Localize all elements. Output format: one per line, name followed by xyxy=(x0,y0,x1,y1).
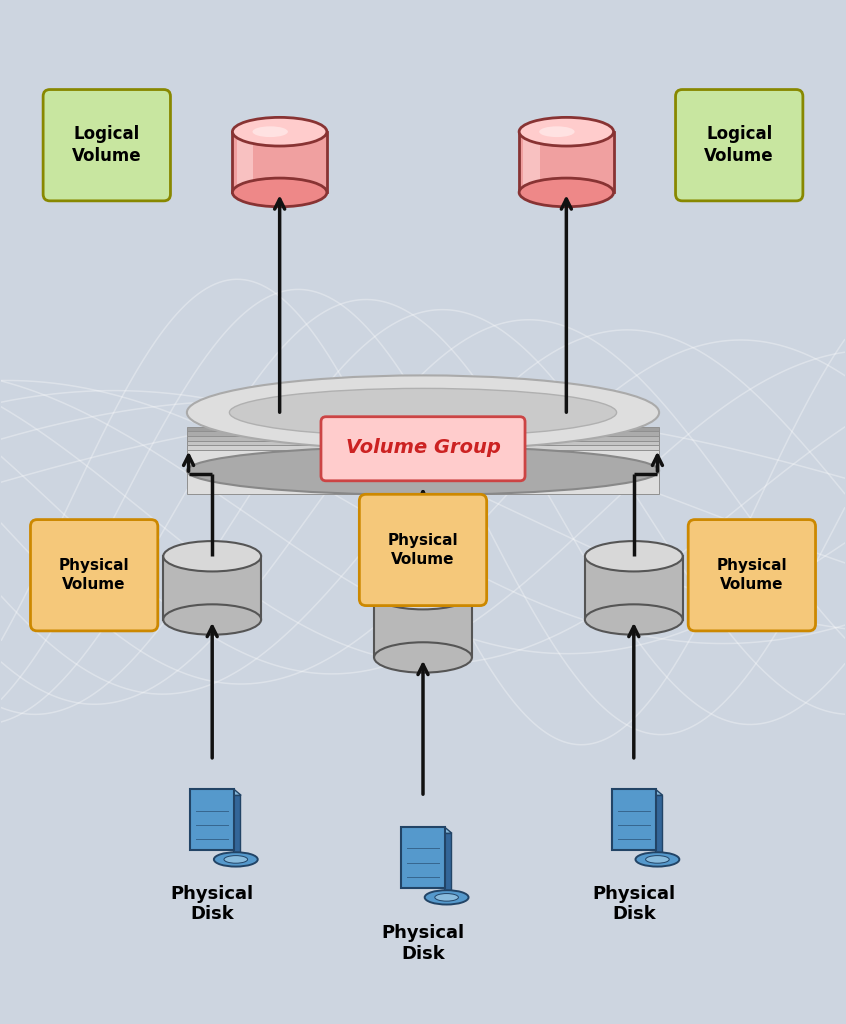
Ellipse shape xyxy=(585,541,683,571)
FancyBboxPatch shape xyxy=(585,556,683,620)
FancyBboxPatch shape xyxy=(43,89,170,201)
FancyBboxPatch shape xyxy=(187,440,659,484)
Ellipse shape xyxy=(519,118,613,146)
Text: Physical
Disk: Physical Disk xyxy=(382,925,464,964)
FancyBboxPatch shape xyxy=(187,431,659,475)
Ellipse shape xyxy=(374,642,472,673)
FancyBboxPatch shape xyxy=(374,594,472,657)
FancyBboxPatch shape xyxy=(321,417,525,481)
FancyBboxPatch shape xyxy=(676,89,803,201)
Ellipse shape xyxy=(214,852,258,866)
FancyBboxPatch shape xyxy=(233,132,327,193)
Ellipse shape xyxy=(229,388,617,436)
Ellipse shape xyxy=(187,376,659,450)
FancyBboxPatch shape xyxy=(612,790,656,850)
Ellipse shape xyxy=(224,856,248,863)
Ellipse shape xyxy=(233,178,327,207)
Ellipse shape xyxy=(163,604,261,635)
Text: Logical
Volume: Logical Volume xyxy=(72,125,141,165)
Polygon shape xyxy=(401,827,452,834)
FancyBboxPatch shape xyxy=(688,519,816,631)
Text: Logical
Volume: Logical Volume xyxy=(705,125,774,165)
FancyBboxPatch shape xyxy=(30,519,158,631)
FancyBboxPatch shape xyxy=(187,450,659,494)
FancyBboxPatch shape xyxy=(237,136,253,188)
Ellipse shape xyxy=(374,579,472,609)
FancyBboxPatch shape xyxy=(444,834,451,894)
FancyBboxPatch shape xyxy=(187,436,659,480)
Ellipse shape xyxy=(252,126,288,137)
Ellipse shape xyxy=(163,541,261,571)
FancyBboxPatch shape xyxy=(163,556,261,620)
Polygon shape xyxy=(612,790,662,796)
FancyBboxPatch shape xyxy=(401,827,445,888)
Text: Physical
Volume: Physical Volume xyxy=(59,558,129,592)
Text: Physical
Disk: Physical Disk xyxy=(171,885,254,924)
Ellipse shape xyxy=(425,890,469,904)
Ellipse shape xyxy=(435,894,459,901)
FancyBboxPatch shape xyxy=(360,495,486,605)
FancyBboxPatch shape xyxy=(519,132,613,193)
Text: Physical
Volume: Physical Volume xyxy=(387,534,459,566)
FancyBboxPatch shape xyxy=(190,790,234,850)
Ellipse shape xyxy=(233,118,327,146)
Ellipse shape xyxy=(585,604,683,635)
Text: Physical
Disk: Physical Disk xyxy=(592,885,675,924)
Ellipse shape xyxy=(635,852,679,866)
Text: Physical
Volume: Physical Volume xyxy=(717,558,787,592)
Ellipse shape xyxy=(519,178,613,207)
FancyBboxPatch shape xyxy=(524,136,540,188)
Ellipse shape xyxy=(187,446,659,495)
Polygon shape xyxy=(190,790,241,796)
Text: Volume Group: Volume Group xyxy=(345,437,501,457)
FancyBboxPatch shape xyxy=(187,427,659,471)
FancyBboxPatch shape xyxy=(233,796,240,856)
FancyBboxPatch shape xyxy=(187,445,659,489)
FancyBboxPatch shape xyxy=(655,796,662,856)
Ellipse shape xyxy=(539,126,574,137)
Ellipse shape xyxy=(645,856,669,863)
